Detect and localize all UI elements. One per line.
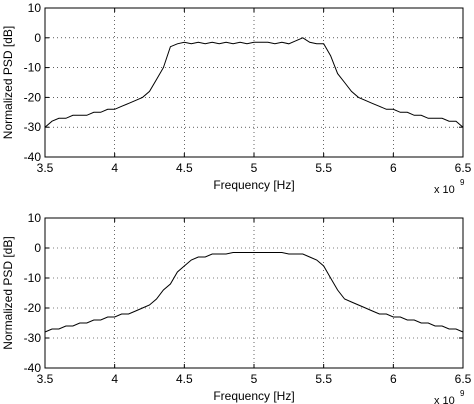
- x-multiplier-label: x 10: [434, 184, 455, 196]
- x-tick-label: 6: [390, 372, 397, 386]
- x-tick-label: 3.5: [37, 161, 54, 175]
- y-tick-label: -20: [24, 301, 42, 315]
- y-tick-label: -20: [24, 90, 42, 104]
- x-tick-label: 4.5: [176, 372, 193, 386]
- x-tick-label: 5.5: [315, 161, 332, 175]
- y-tick-label: -10: [24, 61, 42, 75]
- series-line-0: [44, 252, 464, 333]
- y-axis-label: Normalized PSD [dB]: [1, 236, 15, 349]
- y-tick-label: 10: [28, 1, 42, 15]
- chart-top: 3.5 4 4.5 5 5.5 6 6.5 -40 -30 -20 -10 0 10 Frequency …: [1, 1, 472, 196]
- y-tick-label: -10: [24, 271, 42, 285]
- x-multiplier-label: x 10: [434, 395, 455, 404]
- x-axis-label: Frequency [Hz]: [213, 389, 294, 403]
- y-tick-label: -30: [24, 331, 42, 345]
- y-tick-label: 0: [34, 241, 41, 255]
- plot-frame: [44, 217, 464, 369]
- x-axis-label: Frequency [Hz]: [213, 178, 294, 192]
- series-line-0: [44, 37, 464, 128]
- x-tick-label: 6.5: [455, 161, 472, 175]
- x-tick-label: 4: [111, 372, 118, 386]
- x-tick-label: 3.5: [37, 372, 54, 386]
- x-tick-label: 5: [251, 372, 258, 386]
- y-tick-label: 10: [28, 211, 42, 225]
- x-tick-label: 6.5: [455, 372, 472, 386]
- x-multiplier-exponent: 9: [460, 178, 465, 187]
- y-tick-label: -40: [24, 361, 42, 375]
- y-tick-label: -30: [24, 120, 42, 134]
- x-tick-label: 4.5: [176, 161, 193, 175]
- y-axis-label: Normalized PSD [dB]: [1, 26, 15, 139]
- x-tick-label: 6: [390, 161, 397, 175]
- x-tick-label: 5: [251, 161, 258, 175]
- y-tick-label: 0: [34, 31, 41, 45]
- x-tick-label: 4: [111, 161, 118, 175]
- x-tick-label: 5.5: [315, 372, 332, 386]
- plot-frame: [44, 7, 464, 158]
- x-multiplier-exponent: 9: [460, 389, 465, 398]
- y-tick-label: -40: [24, 150, 42, 164]
- chart-bottom: 3.5 4 4.5 5 5.5 6 6.5 -40 -30 -20 -10 0 10 Frequency …: [1, 211, 472, 404]
